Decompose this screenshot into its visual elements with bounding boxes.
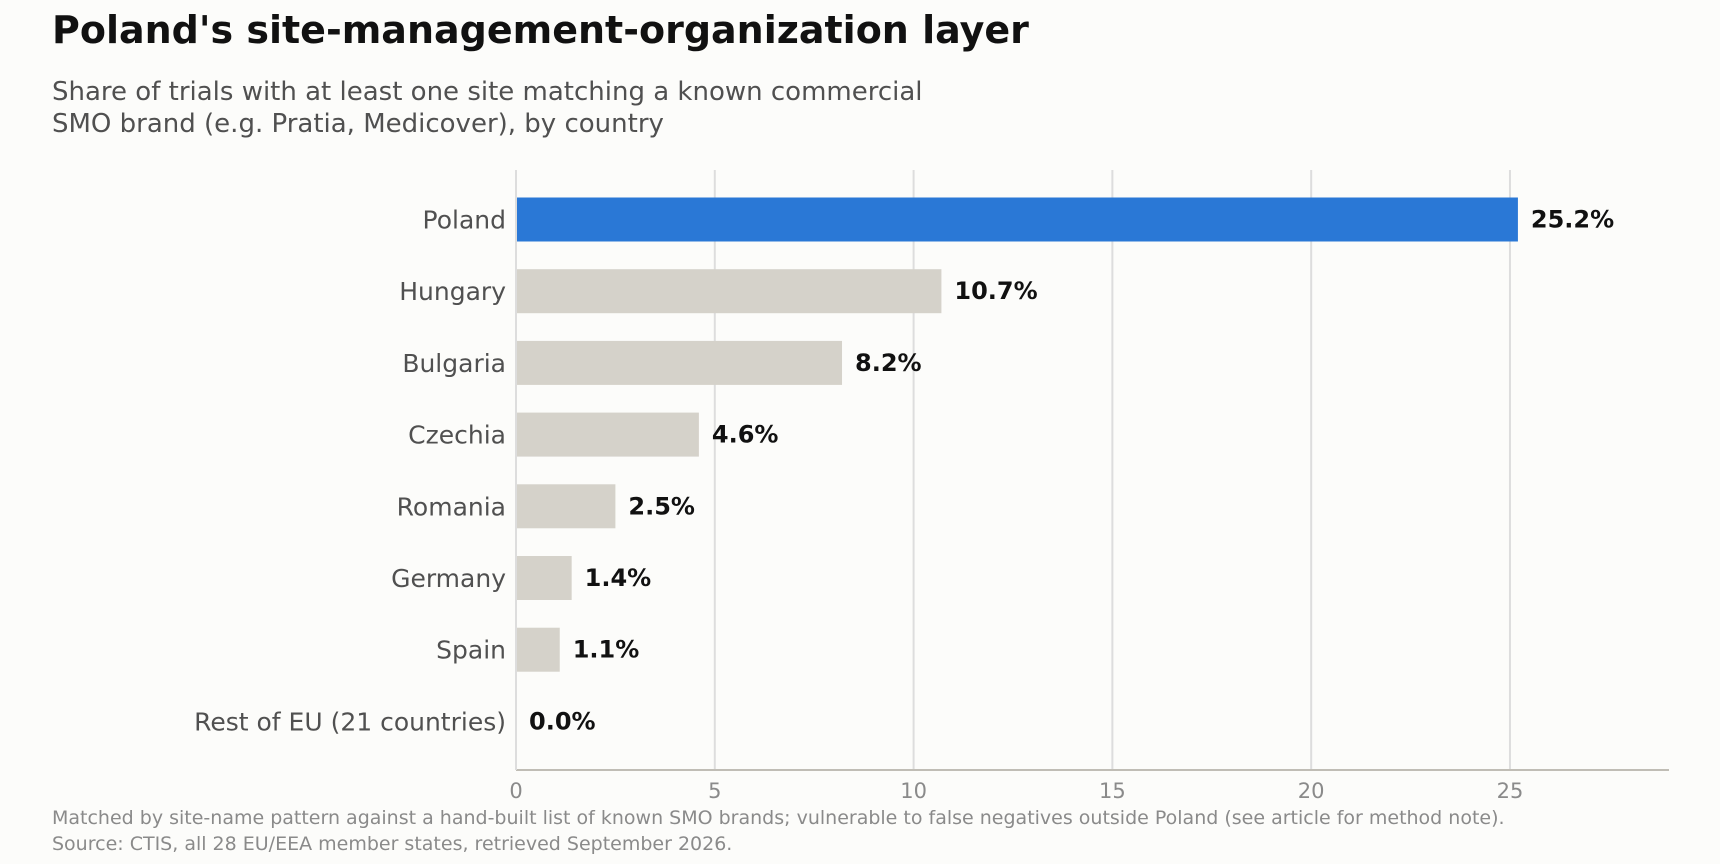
- x-tick-label-15: 15: [1099, 779, 1126, 803]
- x-tick-label-25: 25: [1497, 779, 1524, 803]
- category-label-0: Poland: [423, 206, 506, 235]
- bar-3: [516, 412, 699, 457]
- bar-0: [516, 197, 1518, 242]
- value-label-0: 25.2%: [1531, 206, 1614, 234]
- x-tick-label-20: 20: [1298, 779, 1325, 803]
- bar-4: [516, 484, 616, 529]
- bar-6: [516, 627, 560, 672]
- category-label-4: Romania: [397, 492, 506, 521]
- value-label-1: 10.7%: [954, 277, 1037, 305]
- footnote-method: Matched by site-name pattern against a h…: [52, 807, 1505, 829]
- value-label-3: 4.6%: [712, 421, 779, 449]
- chart-subtitle-line-2: SMO brand (e.g. Pratia, Medicover), by c…: [52, 109, 664, 139]
- value-label-5: 1.4%: [585, 564, 652, 592]
- category-label-5: Germany: [391, 564, 506, 593]
- category-label-6: Spain: [436, 636, 506, 665]
- x-tick-label-5: 5: [708, 779, 721, 803]
- category-label-2: Bulgaria: [402, 349, 506, 378]
- value-label-2: 8.2%: [855, 349, 922, 377]
- category-label-1: Hungary: [399, 277, 506, 306]
- footnote-source: Source: CTIS, all 28 EU/EEA member state…: [52, 833, 733, 855]
- bar-1: [516, 269, 942, 314]
- value-label-4: 2.5%: [628, 492, 695, 520]
- value-label-6: 1.1%: [573, 636, 640, 664]
- category-label-7: Rest of EU (21 countries): [194, 707, 506, 736]
- x-tick-label-10: 10: [900, 779, 927, 803]
- x-tick-label-0: 0: [509, 779, 522, 803]
- bars: Poland 25.2% Hungary 10.7% Bulgaria 8.2% Czech…: [194, 197, 1614, 736]
- bar-5: [516, 556, 572, 600]
- grid-lines: [515, 170, 1511, 770]
- chart-title: Poland's site-management-organization la…: [52, 8, 1029, 52]
- chart-subtitle-line-1: Share of trials with at least one site m…: [52, 77, 923, 107]
- value-label-7: 0.0%: [529, 707, 596, 735]
- x-axis: 0 5 10 15 20 25: [509, 170, 1669, 803]
- bar-2: [516, 340, 843, 385]
- category-label-3: Czechia: [408, 421, 506, 450]
